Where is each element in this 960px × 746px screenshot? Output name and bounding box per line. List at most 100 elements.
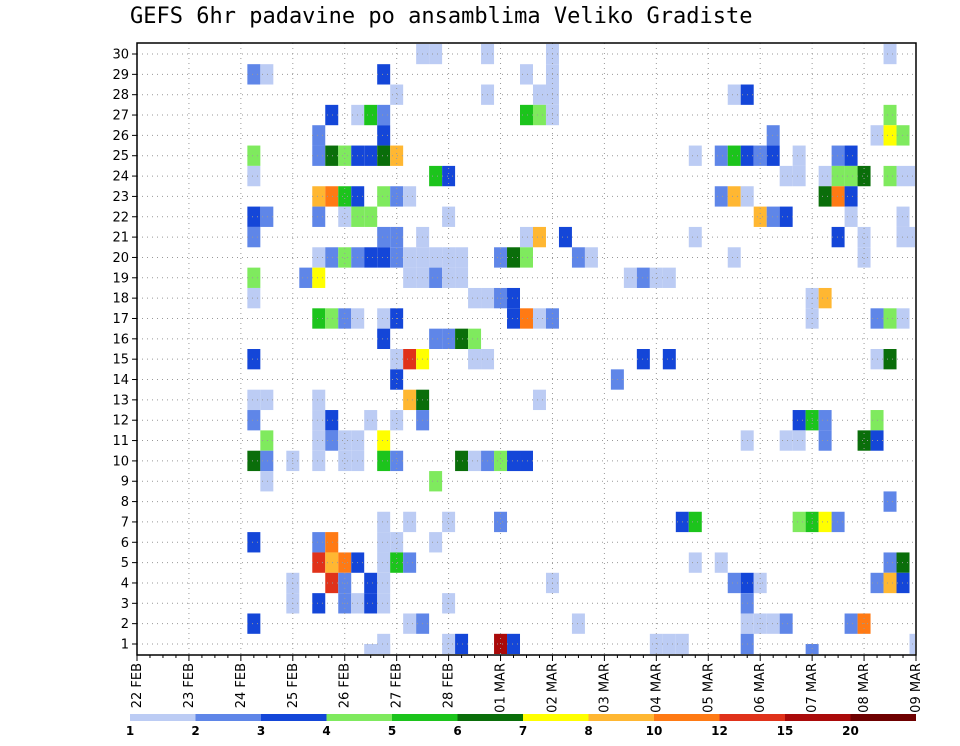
legend-label: 10 (646, 724, 663, 738)
heatmap-cell (390, 410, 404, 431)
heatmap-cell (247, 613, 261, 634)
y-tick-label: 4 (121, 576, 129, 591)
legend-swatch (523, 714, 589, 721)
heatmap-cell (312, 593, 326, 614)
heatmap-cell (364, 593, 378, 614)
heatmap-cell (247, 64, 261, 85)
heatmap-cell (520, 247, 533, 268)
heatmap-cell (312, 308, 326, 329)
heatmap-cell (260, 206, 274, 227)
legend-swatch (785, 714, 851, 721)
heatmap-cell (792, 165, 806, 187)
heatmap-cell (727, 572, 741, 594)
heatmap-cell (403, 247, 417, 268)
heatmap-cell (377, 552, 391, 573)
x-tick-label: 09 MAR (909, 663, 924, 713)
x-tick-label: 04 MAR (649, 663, 664, 713)
heatmap-cell (325, 104, 339, 126)
heatmap-cell (844, 613, 858, 634)
legend-swatch (719, 714, 785, 721)
heatmap-cell (442, 247, 456, 268)
y-tick-label: 12 (112, 414, 129, 429)
heatmap-cell (844, 145, 858, 166)
heatmap-cell (532, 84, 546, 105)
heatmap-cell (494, 450, 508, 472)
heatmap-cell (818, 430, 832, 451)
x-tick-label: 27 FEB (390, 663, 405, 708)
heatmap-cell (377, 328, 391, 349)
y-tick-label: 2 (121, 617, 129, 632)
heatmap-cell (571, 247, 585, 268)
heatmap-cell (792, 145, 806, 166)
heatmap-cell (455, 267, 469, 288)
heatmap-cell (883, 572, 897, 594)
heatmap-cell (325, 430, 339, 451)
heatmap-cell (403, 186, 417, 207)
heatmap-cell (377, 226, 391, 248)
heatmap-cell (325, 308, 339, 329)
heatmap-cell (857, 165, 871, 187)
heatmap-cell (636, 267, 650, 288)
heatmap-cell (429, 267, 443, 288)
heatmap-cell (390, 247, 404, 268)
heatmap-cell (338, 145, 352, 166)
heatmap-cell (584, 247, 598, 268)
legend-swatch (457, 714, 523, 721)
heatmap-cell (377, 572, 391, 594)
heatmap-cell (403, 552, 417, 573)
heatmap-cell (325, 247, 339, 268)
chart-title: GEFS 6hr padavine po ansamblima Veliko G… (130, 4, 753, 29)
heatmap-cell (818, 287, 832, 309)
heatmap-cell (792, 410, 806, 431)
y-tick-label: 19 (112, 271, 129, 286)
y-tick-label: 24 (112, 170, 129, 185)
heatmap-cell (883, 349, 897, 370)
heatmap-cell (312, 410, 326, 431)
x-tick-label: 07 MAR (805, 663, 820, 713)
y-tick-label: 20 (112, 251, 129, 266)
heatmap-cell (753, 145, 767, 166)
heatmap-cell (844, 165, 858, 187)
y-tick-label: 30 (112, 48, 129, 63)
y-tick-label: 9 (121, 475, 129, 490)
y-tick-label: 28 (112, 88, 129, 103)
heatmap-cell (247, 410, 261, 431)
legend-label: 4 (322, 724, 330, 738)
legend-swatch (326, 714, 392, 721)
heatmap-cell (260, 430, 274, 451)
y-tick-label: 10 (112, 454, 129, 469)
heatmap-cell (429, 471, 443, 492)
heatmap-cell (403, 349, 417, 370)
legend-label: 1 (126, 724, 134, 738)
heatmap-cell (403, 511, 417, 533)
heatmap-cell (429, 247, 443, 268)
heatmap-cell (364, 145, 378, 166)
x-tick-label: 26 FEB (338, 663, 353, 708)
heatmap-cell (883, 44, 897, 65)
y-tick-label: 18 (112, 292, 129, 307)
heatmap-cell (390, 369, 404, 390)
y-tick-label: 13 (112, 393, 129, 408)
y-tick-label: 22 (112, 210, 129, 225)
legend-swatch (588, 714, 654, 721)
heatmap-cell (312, 389, 326, 411)
heatmap-cell (520, 450, 533, 472)
x-tick-label: 06 MAR (753, 663, 768, 713)
heatmap-cell (520, 64, 533, 85)
y-tick-label: 25 (112, 149, 129, 164)
heatmap-cell (312, 206, 326, 227)
heatmap-cell (312, 430, 326, 451)
heatmap-cell (312, 552, 326, 573)
heatmap-cell (312, 450, 326, 472)
heatmap-cell (883, 552, 897, 573)
heatmap-cell (338, 450, 352, 472)
heatmap-cell (468, 287, 482, 309)
heatmap-cell (896, 226, 910, 248)
heatmap-cell (390, 450, 404, 472)
heatmap-cell (857, 430, 871, 451)
heatmap-cell (662, 633, 676, 654)
heatmap-cell (688, 226, 702, 248)
heatmap-cell (779, 165, 793, 187)
heatmap-cell (312, 267, 326, 288)
heatmap-cell (844, 206, 858, 227)
